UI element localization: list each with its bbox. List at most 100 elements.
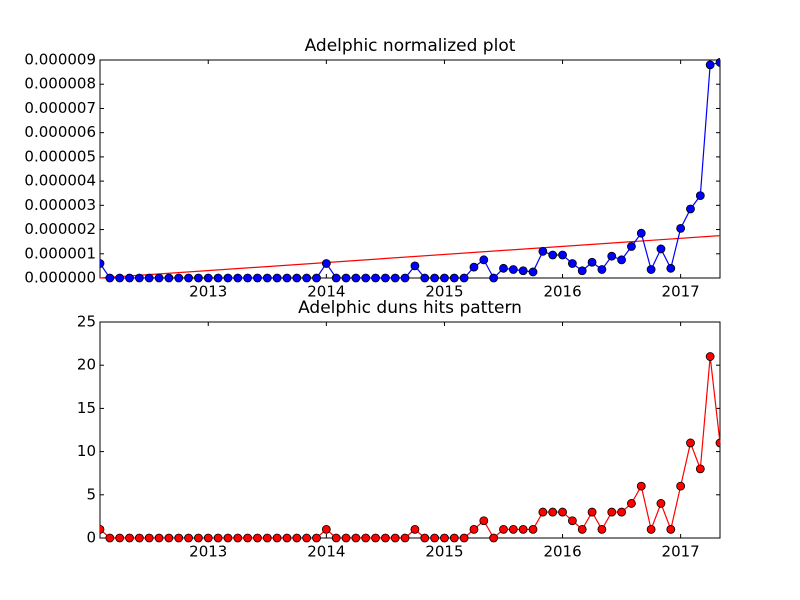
data-point	[410, 524, 420, 534]
data-point	[597, 265, 607, 274]
data-point	[174, 273, 184, 283]
x-tick-label: 2014	[307, 283, 345, 301]
data-point	[577, 524, 587, 534]
y-tick-label: 0.000008	[24, 75, 96, 93]
data-point	[567, 259, 577, 268]
data-point	[558, 250, 567, 260]
y-tick-label: 20	[77, 356, 96, 374]
data-point	[518, 266, 528, 276]
trend-line	[100, 235, 720, 279]
data-point	[292, 273, 302, 283]
y-tick-label: 0.000001	[24, 244, 96, 262]
data-point	[469, 262, 479, 272]
data-point	[636, 481, 646, 491]
data-point	[105, 273, 115, 283]
data-point	[479, 516, 489, 526]
data-point	[705, 60, 715, 70]
data-point	[676, 481, 686, 491]
data-line	[99, 61, 721, 279]
data-point	[243, 533, 253, 543]
data-point	[420, 273, 430, 283]
data-point	[223, 273, 233, 283]
y-tick-label: 0.000004	[24, 172, 96, 190]
data-point	[331, 273, 341, 283]
x-tick-label: 2017	[662, 543, 700, 561]
data-point	[430, 533, 440, 543]
y-tick-label: 10	[77, 442, 96, 460]
data-point	[125, 273, 134, 283]
data-point	[390, 273, 400, 283]
data-point	[617, 255, 626, 265]
data-point	[528, 524, 538, 534]
data-point	[597, 524, 607, 534]
data-point	[479, 255, 489, 265]
data-point	[194, 273, 203, 283]
data-point	[686, 204, 695, 214]
data-line	[99, 356, 721, 539]
data-point	[282, 533, 292, 543]
data-point	[656, 499, 666, 508]
data-point	[213, 533, 223, 543]
x-tick-label: 2015	[425, 543, 463, 561]
data-point	[538, 507, 548, 517]
data-point	[203, 533, 213, 543]
data-point	[243, 273, 253, 283]
y-tick-label: 0	[86, 529, 96, 547]
data-point	[262, 533, 272, 543]
data-point	[154, 533, 164, 543]
data-point	[518, 524, 528, 534]
data-point	[272, 273, 282, 283]
data-point	[105, 533, 115, 543]
data-point	[312, 533, 321, 543]
data-point	[607, 251, 617, 261]
data-point	[380, 533, 390, 543]
y-tick-label: 0.000005	[24, 147, 96, 165]
data-point	[587, 507, 597, 517]
data-point	[253, 533, 262, 543]
data-point	[567, 516, 577, 526]
data-point	[577, 266, 587, 276]
data-point	[636, 228, 646, 238]
y-tick-label: 15	[77, 399, 96, 417]
data-point	[558, 507, 567, 517]
data-point	[410, 261, 420, 271]
data-point	[331, 533, 341, 543]
data-point	[134, 273, 144, 283]
chart-title: Adelphic normalized plot	[305, 36, 516, 56]
data-point	[705, 352, 715, 361]
data-point	[390, 533, 400, 543]
x-tick-label: 2016	[543, 283, 581, 301]
y-tick-label: 0.000006	[24, 123, 96, 141]
data-point	[499, 263, 508, 273]
data-point	[440, 273, 449, 283]
data-point	[617, 507, 626, 517]
data-point	[587, 257, 597, 267]
x-tick-label: 2017	[662, 283, 700, 301]
data-point	[302, 533, 312, 543]
data-point	[125, 533, 134, 543]
data-point	[528, 267, 538, 277]
data-point	[100, 259, 105, 268]
data-point	[627, 499, 636, 508]
data-point	[312, 273, 321, 283]
chart-title: Adelphic duns hits pattern	[298, 298, 522, 318]
data-point	[213, 273, 223, 283]
data-point	[203, 273, 213, 283]
data-point	[656, 244, 666, 254]
data-point	[351, 533, 361, 543]
data-point	[449, 533, 459, 543]
data-point	[627, 242, 636, 251]
data-point	[144, 533, 154, 543]
data-point	[233, 273, 243, 283]
data-point	[548, 250, 558, 260]
data-point	[184, 533, 193, 543]
data-point	[194, 533, 203, 543]
data-point	[400, 533, 410, 543]
data-point	[321, 524, 331, 534]
x-tick-label: 2016	[543, 543, 581, 561]
y-tick-label: 0.000009	[24, 51, 96, 69]
data-point	[508, 265, 518, 274]
data-point	[607, 507, 617, 517]
data-point	[282, 273, 292, 283]
data-point	[144, 273, 154, 283]
